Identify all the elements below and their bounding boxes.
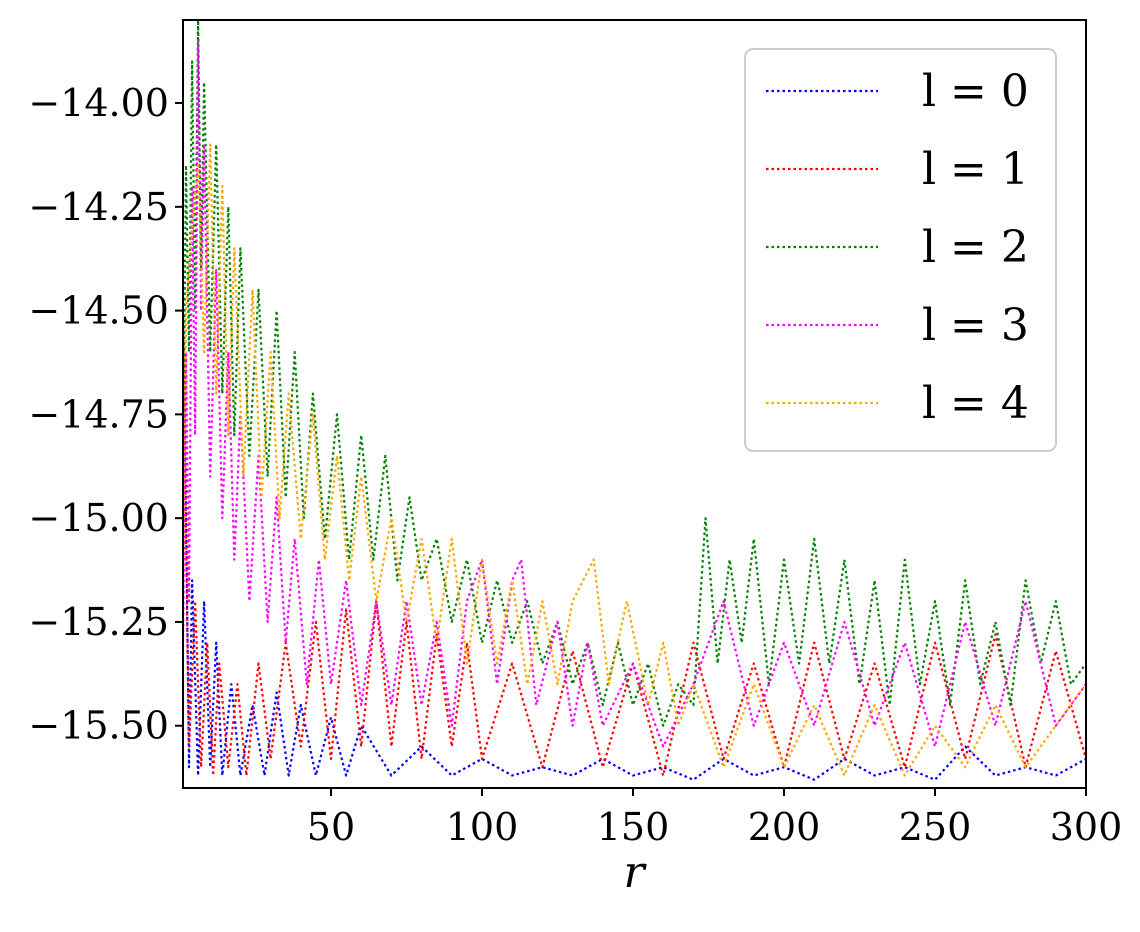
x-axis: 50 100 150 200 250 300: [307, 788, 1122, 849]
legend-label-l2: l = 2: [922, 222, 1029, 273]
y-tick-label: −15.00: [28, 496, 169, 540]
series-line-l3: [183, 39, 1086, 748]
legend-label-l3: l = 3: [922, 300, 1029, 351]
plot-frame: [182, 19, 1087, 789]
x-tick-label: 200: [748, 805, 821, 849]
y-tick-label: −14.25: [28, 185, 169, 229]
y-axis: −14.00 −14.25 −14.50 −14.75 −15.00 −15.25 −15.…: [28, 81, 183, 748]
legend-label-l4: l = 4: [922, 378, 1029, 429]
y-tick-label: −15.50: [28, 704, 169, 748]
legend: l = 0 l = 1 l = 2 l = 3 l = 4: [744, 48, 1057, 452]
series-layer: [183, 20, 1086, 781]
legend-label-l0: l = 0: [922, 66, 1029, 117]
y-tick-label: −14.00: [28, 81, 169, 125]
x-tick-label: 300: [1050, 805, 1123, 849]
legend-label-l1: l = 1: [922, 144, 1029, 195]
series-line-l4: [183, 143, 1086, 777]
x-tick-label: 250: [899, 805, 972, 849]
x-tick-label: 50: [307, 805, 355, 849]
x-tick-label: 100: [446, 805, 519, 849]
x-tick-label: 150: [597, 805, 670, 849]
series-line-l0: [183, 248, 1086, 781]
series-line-l1: [183, 310, 1086, 777]
x-axis-label: r: [623, 847, 647, 898]
legend-box: [744, 48, 1057, 452]
y-tick-label: −14.75: [28, 392, 169, 436]
y-tick-label: −15.25: [28, 600, 169, 644]
y-tick-label: −14.50: [28, 289, 169, 333]
